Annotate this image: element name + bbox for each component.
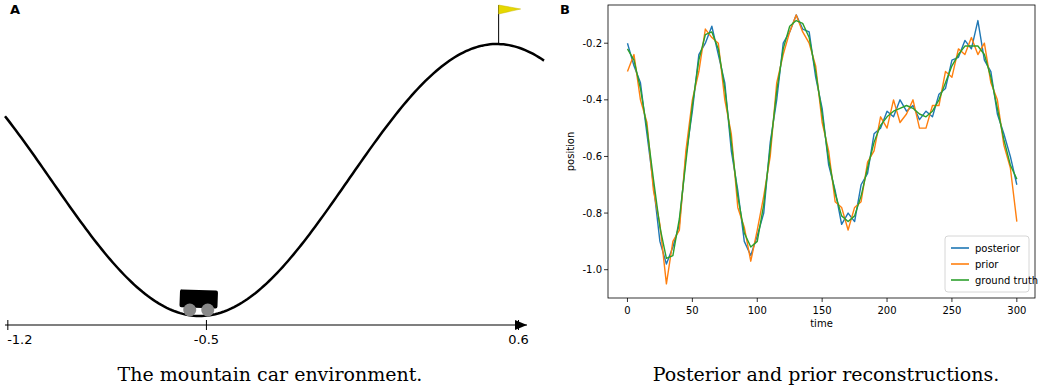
legend-label: ground truth	[975, 275, 1038, 286]
x-tick-label: 200	[877, 305, 896, 316]
flag	[499, 5, 521, 14]
x-tick-label: 50	[686, 305, 699, 316]
legend-swatch	[951, 279, 969, 281]
legend-swatch	[951, 247, 969, 249]
y-tick	[604, 99, 608, 100]
panel-label: A	[10, 2, 20, 17]
y-tick-label: -0.2	[582, 38, 602, 49]
series-line	[627, 21, 1016, 259]
figure: -1.2 -0.5 0.6 A The mountain car environment…	[0, 0, 1063, 392]
caption: The mountain car environment.	[118, 363, 423, 385]
x-tick	[206, 320, 207, 330]
x-tick-label: -1.2	[7, 332, 32, 347]
y-tick-label: -0.6	[582, 151, 602, 162]
x-tick	[757, 298, 758, 302]
car-wheel	[201, 304, 214, 317]
car-wheel	[183, 304, 196, 317]
x-tick-label: 300	[1007, 305, 1026, 316]
y-tick-label: -0.4	[582, 94, 602, 105]
plot-frame	[608, 5, 1035, 298]
y-tick	[604, 43, 608, 44]
x-tick	[692, 298, 693, 302]
x-tick	[1016, 298, 1017, 302]
x-axis-label: time	[810, 318, 833, 329]
x-tick-label: 100	[748, 305, 767, 316]
caption: Posterior and prior reconstructions.	[653, 363, 1000, 385]
panel-b: 0 50 100 150 200 250 300 -1.0 -0.8 -0.6 -0.4 -0.2 ti…	[560, 2, 1038, 385]
axis-arrow	[515, 320, 527, 330]
x-tick-label: -0.5	[194, 332, 219, 347]
x-tick	[951, 298, 952, 302]
x-tick	[7, 320, 8, 330]
y-tick	[604, 269, 608, 270]
panel-label: B	[560, 2, 570, 17]
x-tick	[822, 298, 823, 302]
legend: posterior prior ground truth	[945, 236, 1038, 292]
legend-label: prior	[975, 259, 999, 270]
x-tick-label: 250	[942, 305, 961, 316]
y-tick	[604, 156, 608, 157]
panel-a: -1.2 -0.5 0.6 A The mountain car environment…	[5, 2, 544, 385]
x-tick	[627, 298, 628, 302]
x-tick-label: 0.6	[508, 332, 529, 347]
series-line	[627, 15, 1016, 264]
x-axis	[5, 324, 527, 325]
x-tick	[887, 298, 888, 302]
y-axis-label: position	[565, 132, 576, 172]
x-tick	[518, 320, 519, 330]
legend-label: posterior	[975, 243, 1021, 254]
y-tick-label: -1.0	[582, 264, 602, 275]
y-tick	[604, 213, 608, 214]
track	[5, 44, 544, 316]
legend-swatch	[951, 263, 969, 265]
x-tick-label: 150	[813, 305, 832, 316]
x-tick-label: 0	[624, 305, 630, 316]
y-tick-label: -0.8	[582, 208, 602, 219]
